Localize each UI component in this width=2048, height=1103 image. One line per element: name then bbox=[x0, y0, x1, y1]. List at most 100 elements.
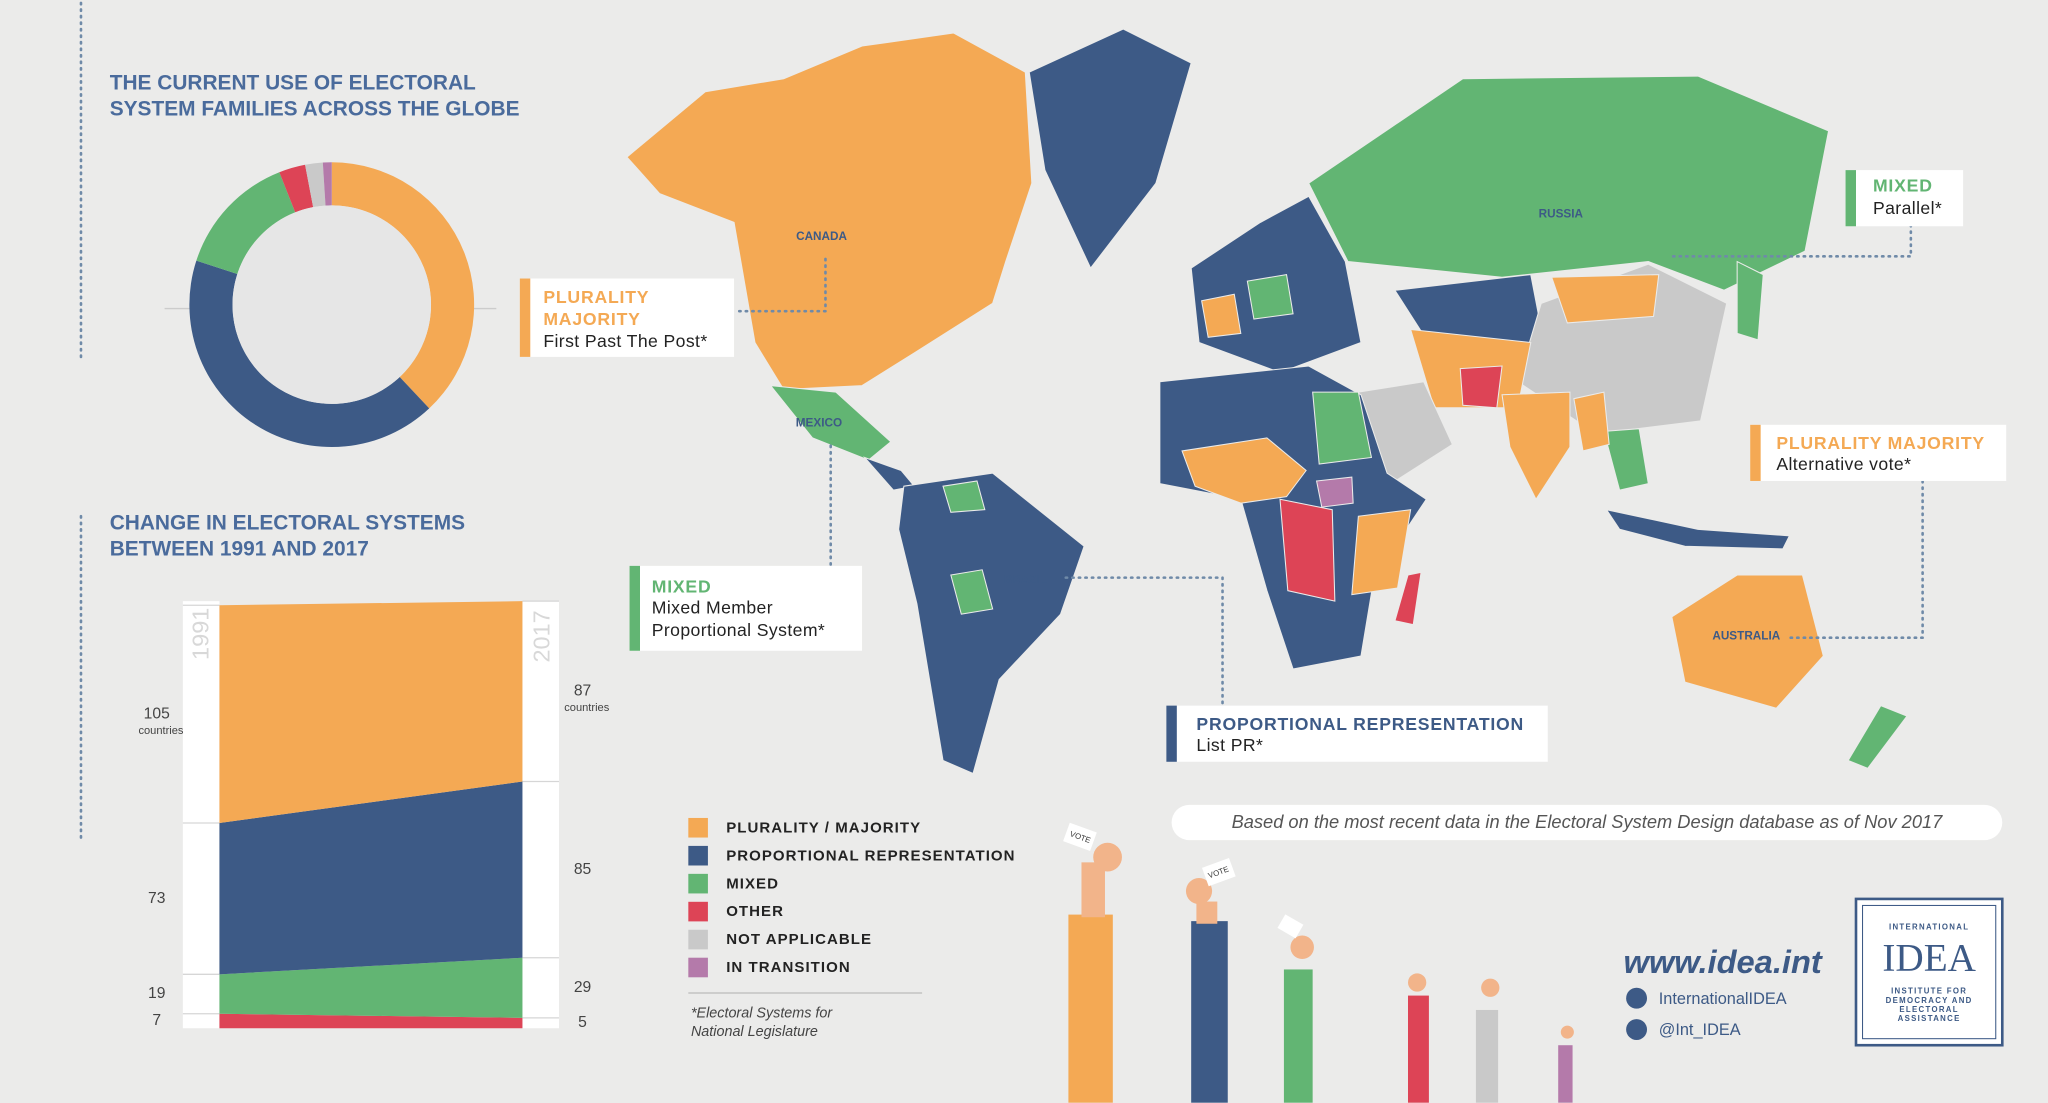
value-label: 29 bbox=[574, 979, 591, 996]
connectors bbox=[737, 223, 1924, 705]
connector bbox=[737, 253, 827, 313]
map-label: CANADA bbox=[796, 230, 847, 243]
map-label: AUSTRALIA bbox=[1712, 630, 1780, 643]
logo-text: ELECTORAL bbox=[1899, 1005, 1958, 1014]
arm bbox=[1191, 921, 1228, 1103]
legend-label: IN TRANSITION bbox=[726, 959, 851, 976]
callout-text: List PR* bbox=[1196, 735, 1263, 755]
sign bbox=[1063, 822, 1097, 851]
callout-bar bbox=[1166, 705, 1177, 762]
southeast-asia bbox=[1603, 428, 1649, 491]
legend-swatch bbox=[688, 873, 708, 894]
legend-label: MIXED bbox=[726, 875, 779, 892]
value-label: 7 bbox=[152, 1012, 161, 1029]
logo-text: INTERNATIONAL bbox=[1889, 923, 1969, 932]
area-band bbox=[219, 957, 523, 1018]
callout-heading: PLURALITY bbox=[543, 287, 649, 307]
legend-swatch bbox=[688, 817, 708, 838]
arm bbox=[1408, 995, 1429, 1103]
logo-frame bbox=[1854, 897, 2004, 1047]
arm bbox=[1068, 914, 1113, 1103]
callout-heading: MIXED bbox=[1873, 176, 1933, 196]
callout-text: Proportional System* bbox=[652, 620, 825, 640]
sign bbox=[1201, 857, 1236, 887]
mexico bbox=[769, 384, 892, 461]
hand bbox=[1093, 842, 1122, 872]
connector bbox=[1670, 223, 1913, 258]
south-america bbox=[898, 472, 1085, 775]
hand bbox=[1481, 978, 1500, 997]
sign bbox=[1277, 914, 1304, 939]
legend-swatch bbox=[688, 957, 708, 978]
callout: PLURALITY MAJORITY Alternative vote* bbox=[1750, 424, 2007, 481]
value-label: 85 bbox=[574, 861, 592, 878]
callout-heading: PLURALITY MAJORITY bbox=[1776, 433, 1985, 453]
year-strip bbox=[182, 601, 220, 1029]
logo-text: INSTITUTE FOR bbox=[1891, 987, 1967, 996]
callout: PLURALITY MAJORITY First Past The Post* bbox=[519, 278, 735, 357]
callout: MIXED Parallel* bbox=[1845, 170, 1964, 227]
arm bbox=[1475, 1009, 1499, 1103]
east-africa bbox=[1351, 509, 1412, 596]
callout-box bbox=[1750, 424, 2007, 481]
donut-segment bbox=[279, 164, 314, 213]
value-unit: countries bbox=[138, 725, 183, 737]
hand bbox=[1408, 973, 1427, 992]
area-band bbox=[219, 601, 523, 823]
chart-title: CHANGE IN ELECTORAL SYSTEMS bbox=[110, 512, 465, 535]
value-label: 105 bbox=[144, 705, 170, 722]
callout: PROPORTIONAL REPRESENTATION List PR* bbox=[1166, 705, 1548, 762]
greenland bbox=[1028, 28, 1192, 270]
logo-text: ASSISTANCE bbox=[1898, 1014, 1961, 1023]
footnote: *Electoral Systems for bbox=[691, 1006, 833, 1022]
website[interactable]: www.idea.int bbox=[1624, 943, 1823, 980]
japan bbox=[1736, 260, 1764, 341]
forearm bbox=[1081, 862, 1105, 918]
map-labels: CANADA RUSSIA MEXICO BRAZIL AUSTRALIA bbox=[796, 208, 1781, 643]
donut-segment bbox=[305, 162, 326, 208]
value-label: 19 bbox=[148, 985, 165, 1002]
callout-text: Mixed Member bbox=[652, 598, 773, 618]
legend-label: PROPORTIONAL REPRESENTATION bbox=[726, 847, 1015, 864]
map-label: BRAZIL bbox=[1004, 573, 1047, 586]
twitter[interactable]: @Int_IDEA bbox=[1659, 1021, 1741, 1039]
legend-label: PLURALITY / MAJORITY bbox=[726, 819, 921, 836]
world-map bbox=[626, 28, 1908, 775]
callout-bar bbox=[629, 565, 640, 651]
hand bbox=[1560, 1025, 1574, 1039]
legend: PLURALITY / MAJORITY PROPORTIONAL REPRESE… bbox=[688, 817, 1015, 978]
legend-swatch bbox=[688, 901, 708, 922]
logo: INTERNATIONAL IDEA INSTITUTE FOR DEMOCRA… bbox=[1854, 897, 2004, 1047]
india bbox=[1501, 391, 1571, 501]
australia bbox=[1671, 574, 1824, 709]
callout-heading: MIXED bbox=[652, 577, 712, 597]
south-sudan bbox=[1315, 476, 1354, 508]
note: Based on the most recent data in the Ele… bbox=[1232, 811, 1944, 832]
indonesia bbox=[1605, 508, 1791, 550]
arm bbox=[1283, 969, 1313, 1103]
donut-segment bbox=[322, 162, 332, 206]
callout-bar bbox=[519, 278, 531, 357]
callout-bar bbox=[1750, 424, 1761, 481]
sudan bbox=[1312, 391, 1373, 465]
connector bbox=[1063, 576, 1224, 705]
madagascar bbox=[1394, 571, 1422, 626]
donut-segment bbox=[189, 260, 430, 448]
callout-box bbox=[1166, 705, 1548, 762]
facebook-icon bbox=[1626, 987, 1648, 1009]
year-strip bbox=[522, 601, 560, 1029]
chart-title: THE CURRENT USE OF ELECTORAL bbox=[110, 71, 476, 94]
russia bbox=[1308, 75, 1830, 291]
iberia bbox=[1201, 293, 1242, 338]
callout-text: Alternative vote* bbox=[1776, 454, 1911, 474]
value-label: 73 bbox=[148, 890, 166, 907]
callout-box bbox=[629, 565, 863, 651]
facebook[interactable]: InternationalIDEA bbox=[1659, 990, 1787, 1008]
new-zealand bbox=[1847, 704, 1908, 769]
bolivia bbox=[950, 569, 994, 615]
logo-frame bbox=[1862, 904, 1997, 1040]
connector bbox=[1788, 479, 1924, 640]
chart-title: SYSTEM FAMILIES ACROSS THE GLOBE bbox=[110, 98, 520, 121]
